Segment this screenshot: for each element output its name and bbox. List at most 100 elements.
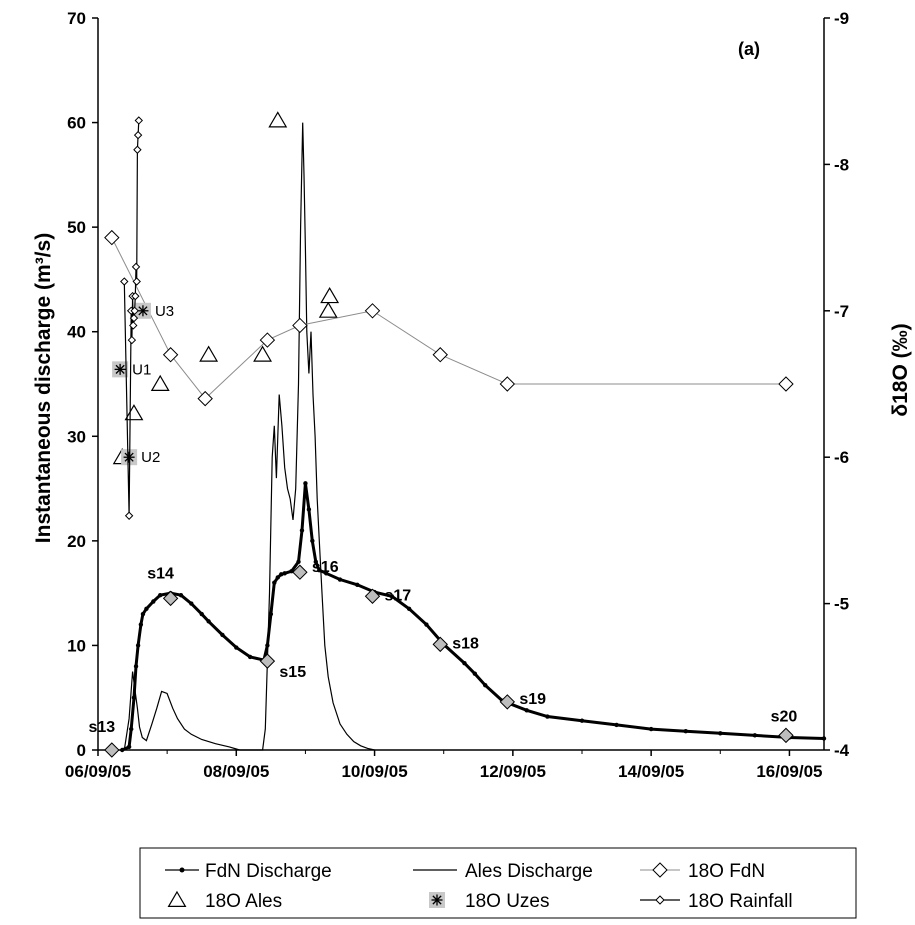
y2-axis-title: δ18O (‰) — [889, 323, 912, 416]
sample-label: s13 — [88, 719, 115, 736]
data-point — [104, 229, 120, 246]
y2-tick-label: -8 — [834, 155, 849, 174]
legend-item: FdN Discharge — [165, 861, 332, 882]
data-point — [189, 601, 194, 606]
data-point — [579, 718, 585, 723]
data-point — [282, 571, 287, 576]
data-point — [134, 302, 151, 319]
data-point — [259, 332, 276, 348]
data-point — [483, 682, 488, 688]
data-point — [296, 559, 301, 564]
data-point — [120, 277, 129, 286]
legend: FdN Discharge Ales Discharge 18O FdN 18O Al… — [139, 847, 857, 919]
y-tick-label: 0 — [77, 741, 86, 760]
data-point — [318, 301, 338, 318]
series-ales-discharge — [123, 122, 375, 751]
data-point — [683, 728, 688, 734]
sample-label: s20 — [771, 708, 798, 725]
uzes-label: U1 — [132, 361, 151, 378]
data-point — [432, 347, 448, 363]
data-point — [127, 335, 137, 345]
x-tick-label: 10/09/05 — [341, 762, 407, 781]
data-point — [247, 654, 253, 660]
y-tick-label: 30 — [67, 427, 86, 446]
data-point — [158, 593, 163, 598]
sample-marker — [259, 653, 276, 669]
data-point — [355, 582, 360, 587]
data-point — [614, 722, 619, 728]
data-point — [129, 321, 138, 330]
data-point — [524, 708, 529, 713]
data-point — [134, 116, 144, 125]
data-point — [199, 611, 204, 617]
y-axis-title-text: Instantaneous discharge (m³/s) — [32, 233, 55, 543]
plot-area: 0 10 20 30 40 50 60 70 -4 -5 -6 -7 -8 -9 06/09/05 08/09… — [65, 9, 850, 781]
series-fdn-discharge — [120, 481, 827, 753]
panel-label: (a) — [738, 39, 760, 59]
data-point — [364, 303, 381, 319]
legend-item: 18O FdN — [640, 861, 765, 882]
data-point — [112, 361, 129, 378]
legend-label: 18O Rainfall — [688, 891, 793, 912]
y2-tick-label: -4 — [834, 741, 850, 760]
data-point — [299, 528, 305, 533]
data-point — [268, 611, 274, 617]
data-point — [545, 714, 550, 719]
x-tick-label: 12/09/05 — [480, 762, 546, 781]
data-point — [220, 632, 225, 638]
y-tick-label: 10 — [67, 636, 86, 655]
asterisk-stroke — [432, 895, 442, 905]
data-point — [292, 317, 308, 334]
x-tick-label: 06/09/05 — [65, 762, 131, 781]
data-point — [197, 390, 213, 407]
data-point — [253, 345, 273, 362]
y2-tick-label: -9 — [834, 9, 849, 28]
data-point — [313, 559, 318, 564]
sample-label: s18 — [452, 635, 479, 652]
data-point — [424, 622, 429, 627]
y2-tick-label: -5 — [834, 595, 849, 614]
sample-label: s14 — [147, 565, 174, 582]
sample-marker — [162, 590, 179, 607]
data-point — [130, 306, 139, 316]
data-point — [275, 575, 280, 580]
series-18o-fdn — [104, 229, 794, 407]
y-tick-label: 40 — [67, 323, 86, 342]
data-point — [718, 731, 723, 736]
legend-label: 18O FdN — [688, 861, 765, 882]
data-point — [234, 645, 239, 650]
x-tick-label: 14/09/05 — [618, 762, 684, 781]
y2-tick-label: -6 — [834, 448, 849, 467]
data-point — [128, 726, 134, 732]
data-point — [206, 619, 211, 624]
data-point — [124, 511, 134, 520]
data-point — [120, 747, 125, 753]
data-point — [131, 262, 141, 272]
data-point — [499, 376, 516, 392]
legend-item: 18O Rainfall — [640, 891, 793, 912]
data-point — [144, 606, 149, 612]
legend-swatch-marker — [655, 895, 665, 905]
data-point — [406, 606, 412, 612]
data-point — [133, 664, 139, 669]
sample-label: s17 — [384, 587, 411, 604]
data-point — [648, 726, 654, 732]
legend-swatch-marker — [652, 862, 668, 878]
sample-marker — [432, 636, 448, 653]
legend-item: 18O Uzes — [429, 891, 549, 912]
data-point — [472, 671, 478, 676]
uzes-label: U3 — [155, 303, 174, 320]
data-point — [131, 695, 137, 700]
data-point — [138, 622, 144, 627]
data-point — [131, 291, 140, 301]
series-line — [111, 237, 786, 400]
legend-label: 18O Ales — [205, 891, 282, 912]
data-point — [140, 611, 146, 617]
sample-label: s19 — [519, 691, 546, 708]
legend-label: Ales Discharge — [465, 861, 593, 882]
data-point — [323, 571, 329, 576]
legend-swatch-marker — [429, 892, 445, 908]
data-point — [303, 481, 308, 486]
data-point — [199, 345, 219, 362]
